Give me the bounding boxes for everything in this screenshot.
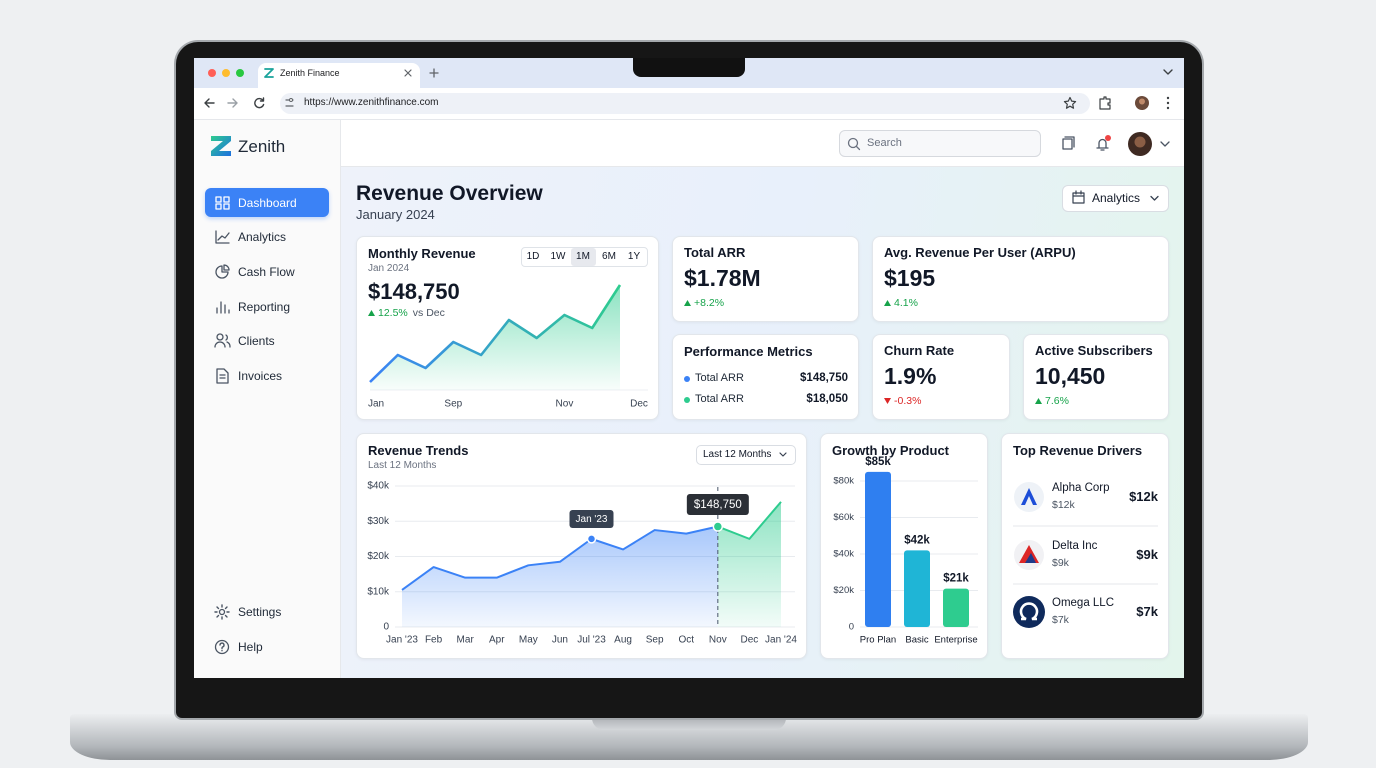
card-title: Performance Metrics — [684, 344, 813, 360]
metric-value: $18,050 — [806, 393, 848, 406]
change-arrow — [1035, 398, 1042, 404]
change-arrow-shape — [684, 300, 691, 306]
card-title: Churn Rate — [884, 343, 955, 359]
change-arrow-shape — [884, 300, 891, 306]
url: https://www.zenithfinance.com — [304, 97, 439, 108]
company-amount: $7k — [1136, 604, 1158, 620]
brand-name: Zenith — [238, 136, 286, 156]
card-subtitle: Jan 2024 — [368, 263, 410, 274]
metric-label: Total ARR — [695, 372, 744, 385]
laptop-hinge — [592, 716, 786, 730]
card-title: Monthly Revenue — [368, 246, 476, 262]
search-box[interactable] — [839, 130, 1041, 157]
company-name: Omega LLC — [1052, 597, 1115, 610]
kpi-value: $195 — [884, 265, 936, 292]
search-placeholder: Search — [867, 137, 902, 150]
filter-menu[interactable] — [696, 445, 796, 465]
company-name: Delta Inc — [1052, 540, 1098, 553]
nav-item[interactable]: Dashboard — [238, 195, 297, 210]
company-amount: $12k — [1129, 489, 1158, 505]
metric-value: $148,750 — [800, 372, 848, 385]
card — [672, 334, 859, 420]
change-value: 12.5% — [378, 307, 408, 319]
page-title: Revenue Overview — [356, 182, 543, 206]
tab-title: Zenith Finance — [280, 67, 340, 78]
change-value: 4.1% — [894, 297, 918, 309]
card — [872, 334, 1010, 420]
range-active — [571, 248, 596, 266]
change-row: -0.3% — [884, 394, 921, 408]
change-row: +8.2% — [684, 296, 724, 310]
card-title: Total ARR — [684, 245, 746, 261]
nav-item[interactable]: Invoices — [238, 368, 283, 383]
metric-label: Total ARR — [695, 393, 744, 406]
change-arrow — [884, 300, 891, 306]
filter-label: Last 12 Months — [703, 449, 772, 460]
change-arrow-shape — [1035, 398, 1042, 404]
company-sub: $7k — [1052, 613, 1069, 626]
notch — [633, 58, 745, 77]
range-option[interactable]: 6M — [602, 251, 616, 262]
url-field[interactable] — [280, 93, 1090, 114]
change-arrow — [884, 398, 891, 404]
company-name: Alpha Corp — [1052, 482, 1110, 495]
view-menu-label: Analytics — [1092, 190, 1141, 205]
change-row: 4.1% — [884, 296, 918, 310]
nav-item[interactable]: Settings — [238, 604, 282, 619]
change-note: vs Dec — [412, 307, 445, 319]
range-option[interactable]: 1Y — [627, 251, 641, 262]
kpi-value: $148,750 — [368, 278, 460, 304]
change-value: -0.3% — [894, 395, 922, 407]
card-title: Top Revenue Drivers — [1013, 443, 1143, 459]
change-arrow — [368, 310, 375, 316]
company-sub: $9k — [1052, 556, 1069, 569]
change-row: 7.6% — [1035, 394, 1069, 408]
company-sub: $12k — [1052, 498, 1075, 511]
card-title: Growth by Product — [832, 443, 949, 459]
kpi-value: 10,450 — [1035, 363, 1106, 390]
card — [1023, 334, 1169, 420]
nav-item[interactable]: Cash Flow — [238, 264, 295, 279]
change-arrow-shape — [368, 310, 375, 316]
card-title: Active Subscribers — [1035, 343, 1153, 359]
card — [872, 236, 1169, 322]
nav-item[interactable]: Analytics — [238, 229, 287, 244]
nav-item[interactable]: Reporting — [238, 299, 291, 314]
company-amount: $9k — [1136, 547, 1158, 563]
range-option[interactable]: 1W — [550, 251, 566, 262]
nav-item[interactable]: Help — [238, 639, 263, 654]
card-title: Avg. Revenue Per User (ARPU) — [884, 245, 1076, 261]
browser-tab[interactable] — [258, 63, 420, 88]
nav-item[interactable]: Clients — [238, 333, 275, 348]
card-subtitle: Last 12 Months — [368, 460, 437, 471]
range-option[interactable]: 1M — [576, 251, 590, 262]
kpi-value: 1.9% — [884, 363, 937, 390]
change-value: +8.2% — [694, 297, 725, 309]
page-subtitle: January 2024 — [356, 207, 435, 223]
top-bar — [341, 120, 1184, 167]
change-arrow-shape — [884, 398, 891, 404]
change-value: 7.6% — [1045, 395, 1069, 407]
kpi-value: $1.78M — [684, 265, 761, 292]
card — [672, 236, 859, 322]
range-option[interactable]: 1D — [526, 251, 540, 262]
card-title: Revenue Trends — [368, 443, 469, 459]
change-row: 12.5% vs Dec — [368, 306, 445, 320]
card — [820, 433, 988, 659]
change-arrow — [684, 300, 691, 306]
